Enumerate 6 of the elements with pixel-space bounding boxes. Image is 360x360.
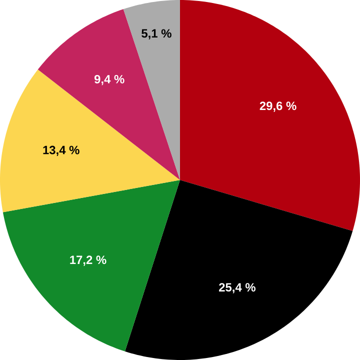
- data-label: 29,6 %: [260, 102, 296, 112]
- data-label: 17,2 %: [70, 256, 106, 266]
- data-label: 5,1 %: [142, 29, 172, 40]
- data-label: 25,4 %: [219, 283, 256, 294]
- data-label: 9,4 %: [94, 74, 124, 86]
- data-label: 13,4 %: [43, 146, 80, 156]
